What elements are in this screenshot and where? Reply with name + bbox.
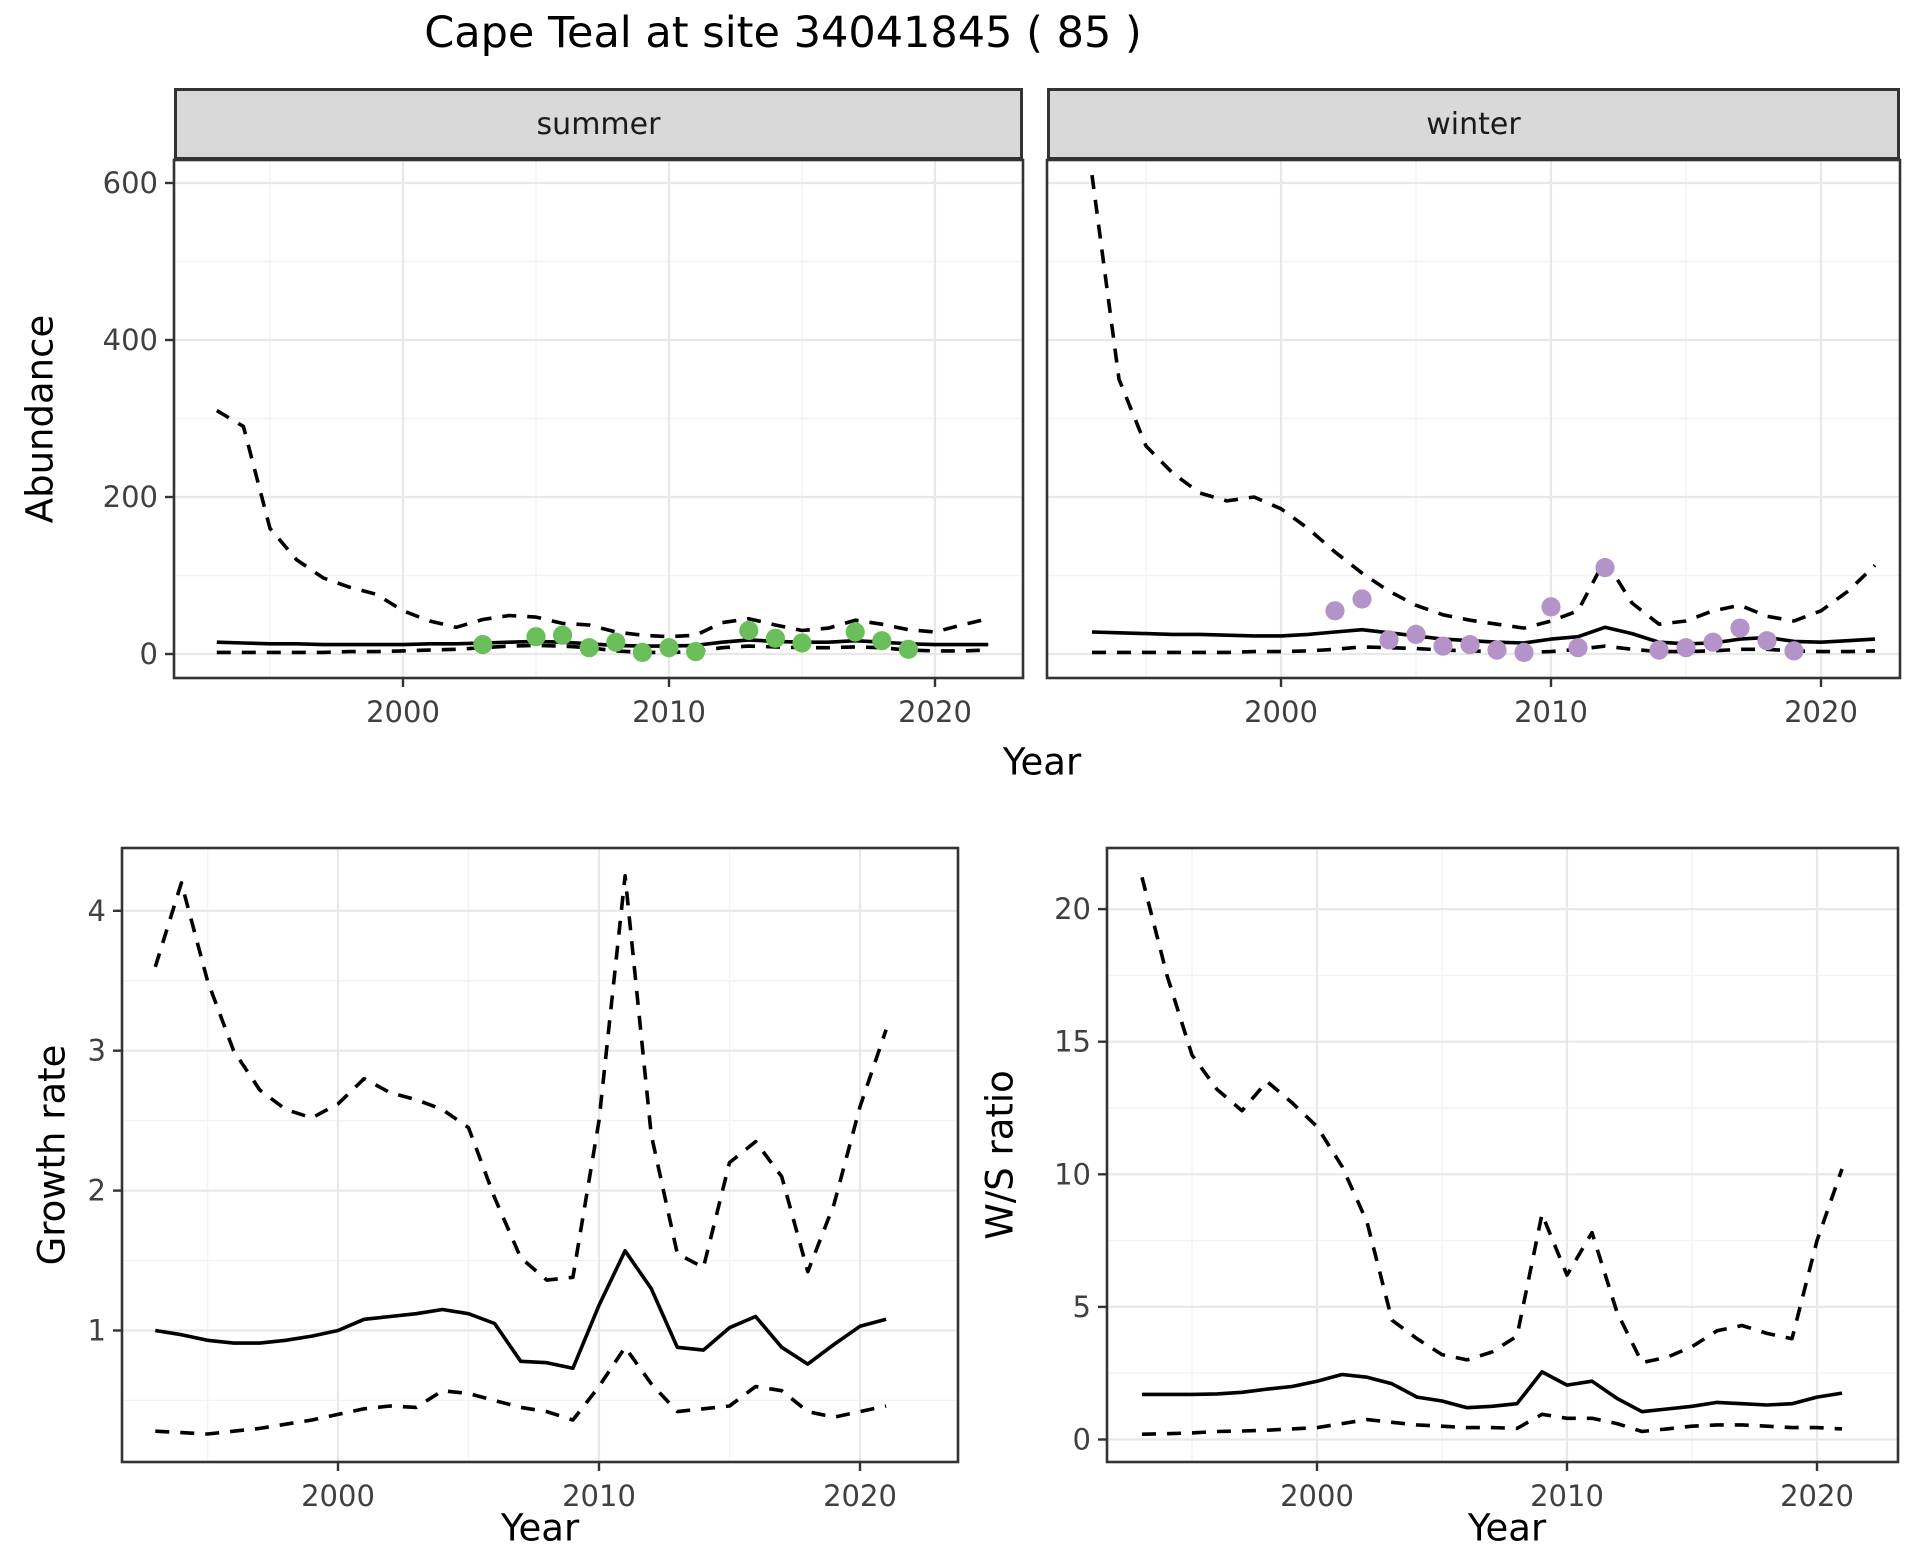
ws-ratio-y-tick-label: 20 — [1054, 892, 1091, 926]
winter-observed-point — [1460, 635, 1480, 655]
winter-observed-point — [1406, 624, 1426, 645]
winter-observed-point — [1325, 601, 1345, 621]
summer-observed-point — [606, 632, 626, 652]
winter-observed-point — [1757, 631, 1777, 651]
growth-rate-axis-labels: 2000 2010 2020 1 2 3 4 — [88, 894, 897, 1513]
growth-rate-y-tick-label: 4 — [88, 894, 106, 928]
summer-observed-point — [686, 642, 706, 662]
winter-x-tick-label: 2020 — [1784, 695, 1858, 729]
summer-observed-point — [872, 631, 892, 651]
growth-rate-x-tick-label: 2010 — [562, 1479, 636, 1513]
summer-lower-ci-line — [216, 643, 989, 655]
ws-ratio-x-tick-label: 2000 — [1280, 1479, 1354, 1513]
summer-observed-point — [898, 639, 919, 659]
ws-ratio-upper-ci-line — [1140, 876, 1844, 1365]
ws-ratio-panel-border — [1105, 846, 1900, 1464]
winter-fit-line — [1091, 625, 1876, 646]
summer-y-tick-label: 0 — [140, 637, 158, 671]
summer-observed-point — [553, 625, 573, 645]
summer-observed-point — [765, 628, 786, 648]
growth-rate-x-tick-label: 2000 — [301, 1479, 375, 1513]
ws-ratio-panel-background — [1107, 848, 1898, 1462]
summer-observed-point — [526, 627, 546, 647]
growth-rate-upper-ci-line — [153, 873, 888, 1282]
summer-panel-border — [172, 158, 1025, 680]
winter-observed-point — [1568, 638, 1588, 658]
abundance-axis-title: Abundance — [18, 314, 62, 524]
ws-ratio-x-tick-label: 2010 — [1530, 1479, 1604, 1513]
growth-rate-gridlines — [122, 848, 958, 1462]
summer-x-tick-label: 2000 — [366, 695, 440, 729]
growth-rate-y-tick-label: 2 — [88, 1174, 106, 1208]
summer-y-tick-label: 600 — [103, 166, 158, 200]
winter-observed-point — [1595, 558, 1615, 578]
summer-observed-point — [579, 638, 599, 658]
winter-upper-ci-line — [1090, 174, 1877, 630]
winter-observed-point — [1352, 589, 1372, 609]
winter-observed-point — [1541, 597, 1561, 617]
growth-rate-panel-background — [122, 848, 958, 1462]
ws-ratio-fit-line — [1142, 1370, 1843, 1414]
panel-growth-rate: 2000 2010 2020 1 2 3 4 — [88, 846, 960, 1513]
summer-observed-point — [632, 642, 653, 663]
winter-x-tick-label: 2000 — [1244, 695, 1318, 729]
facet-strip-summer-label: summer — [536, 106, 661, 142]
winter-observed-point — [1487, 640, 1507, 660]
summer-observed-point — [473, 635, 493, 655]
summer-upper-ci-line — [215, 409, 989, 639]
summer-axis-labels: 2000 2010 2020 0 200 400 600 — [103, 166, 972, 729]
summer-observed-points — [473, 620, 919, 663]
growth-rate-panel-border — [120, 846, 960, 1464]
summer-observed-point — [845, 622, 865, 642]
panel-winter: 2000 2010 2020 — [1045, 158, 1902, 729]
summer-observed-point — [659, 638, 679, 658]
summer-observed-point — [739, 620, 759, 641]
growth-year-axis-title: Year — [500, 1506, 580, 1550]
winter-axis-labels: 2000 2010 2020 — [1244, 678, 1858, 729]
summer-y-tick-label: 400 — [103, 323, 158, 357]
ws-year-axis-title: Year — [1467, 1506, 1547, 1550]
summer-x-tick-label: 2020 — [898, 695, 972, 729]
winter-observed-points — [1325, 558, 1804, 663]
growth-rate-fit-line — [155, 1249, 887, 1371]
winter-observed-point — [1703, 632, 1723, 652]
panel-summer: 2000 2010 2020 0 200 400 600 — [103, 158, 1025, 729]
top-year-axis-title: Year — [1002, 740, 1082, 784]
winter-gridlines — [1047, 160, 1900, 678]
growth-rate-axis-title: Growth rate — [30, 1044, 74, 1266]
winter-observed-point — [1676, 638, 1696, 658]
summer-y-tick-label: 200 — [103, 480, 158, 514]
winter-panel-border — [1045, 158, 1902, 680]
winter-observed-point — [1730, 618, 1750, 638]
winter-x-tick-label: 2010 — [1514, 695, 1588, 729]
growth-rate-y-tick-label: 1 — [88, 1314, 106, 1348]
winter-observed-point — [1379, 630, 1399, 650]
winter-observed-point — [1649, 640, 1669, 660]
page-title: Cape Teal at site 34041845 ( 85 ) — [424, 8, 1142, 58]
facet-strip-winter: winter — [1047, 88, 1900, 160]
ws-ratio-y-tick-label: 10 — [1054, 1157, 1091, 1191]
growth-rate-x-tick-label: 2020 — [823, 1479, 897, 1513]
winter-observed-point — [1514, 642, 1534, 663]
winter-observed-point — [1433, 636, 1453, 656]
ws-ratio-y-tick-label: 15 — [1054, 1025, 1091, 1059]
summer-x-tick-label: 2010 — [632, 695, 706, 729]
panel-ws-ratio: 2000 2010 2020 0 5 10 15 20 — [1054, 846, 1900, 1513]
ws-ratio-axis-labels: 2000 2010 2020 0 5 10 15 20 — [1054, 892, 1854, 1513]
winter-lower-ci-line — [1092, 644, 1876, 655]
facet-strip-winter-label: winter — [1426, 106, 1521, 142]
summer-observed-point — [792, 633, 812, 653]
ws-ratio-x-tick-label: 2020 — [1780, 1479, 1854, 1513]
growth-rate-y-tick-label: 3 — [88, 1034, 106, 1068]
summer-gridlines — [174, 160, 1023, 678]
facet-strip-summer: summer — [174, 88, 1023, 160]
ws-ratio-lower-ci-line — [1141, 1412, 1843, 1436]
winter-observed-point — [1784, 641, 1804, 661]
ws-ratio-y-tick-label: 5 — [1073, 1290, 1091, 1324]
ws-ratio-axis-title: W/S ratio — [978, 1070, 1022, 1240]
summer-fit-line — [216, 638, 989, 648]
ws-ratio-y-tick-label: 0 — [1073, 1423, 1091, 1457]
